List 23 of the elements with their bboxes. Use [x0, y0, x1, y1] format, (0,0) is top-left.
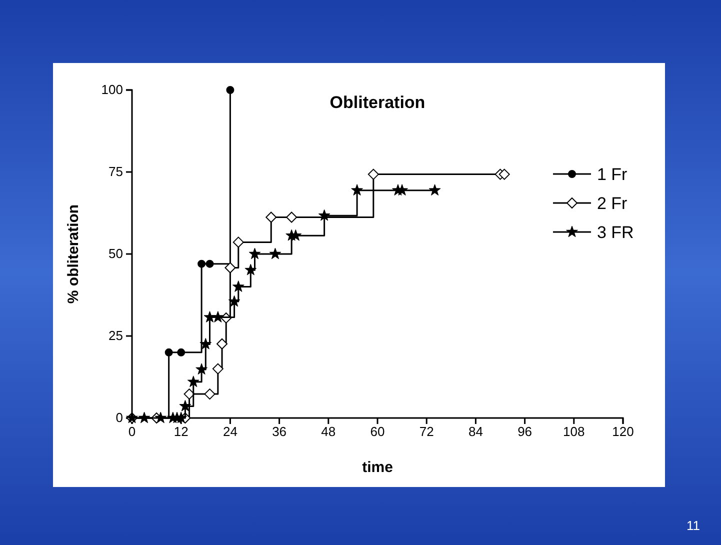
legend-label: 1 Fr — [597, 165, 628, 184]
x-tick-label: 12 — [174, 424, 188, 440]
y-tick-label: 50 — [108, 246, 123, 262]
x-tick-label: 84 — [468, 424, 483, 440]
x-tick-label: 60 — [370, 424, 385, 440]
legend-label: 2 Fr — [597, 194, 628, 213]
legend-label: 3 FR — [597, 223, 634, 242]
x-tick-label: 108 — [563, 424, 585, 440]
x-axis-title: time — [362, 459, 393, 476]
y-tick-label: 100 — [101, 82, 123, 98]
x-tick-label: 0 — [128, 424, 136, 440]
x-tick-label: 24 — [222, 424, 238, 440]
x-tick-label: 36 — [272, 424, 287, 440]
text: 11 — [686, 518, 700, 533]
y-axis-title: % obliteration — [65, 204, 82, 304]
x-tick-label: 48 — [321, 424, 336, 440]
y-tick-label: 75 — [108, 164, 123, 180]
x-tick-label: 96 — [518, 424, 532, 440]
y-tick-label: 25 — [108, 328, 123, 344]
y-tick-label: 0 — [116, 410, 123, 426]
x-tick-label: 72 — [419, 424, 434, 440]
x-tick-label: 120 — [612, 424, 634, 440]
chart-title: Obliteration — [330, 93, 426, 112]
